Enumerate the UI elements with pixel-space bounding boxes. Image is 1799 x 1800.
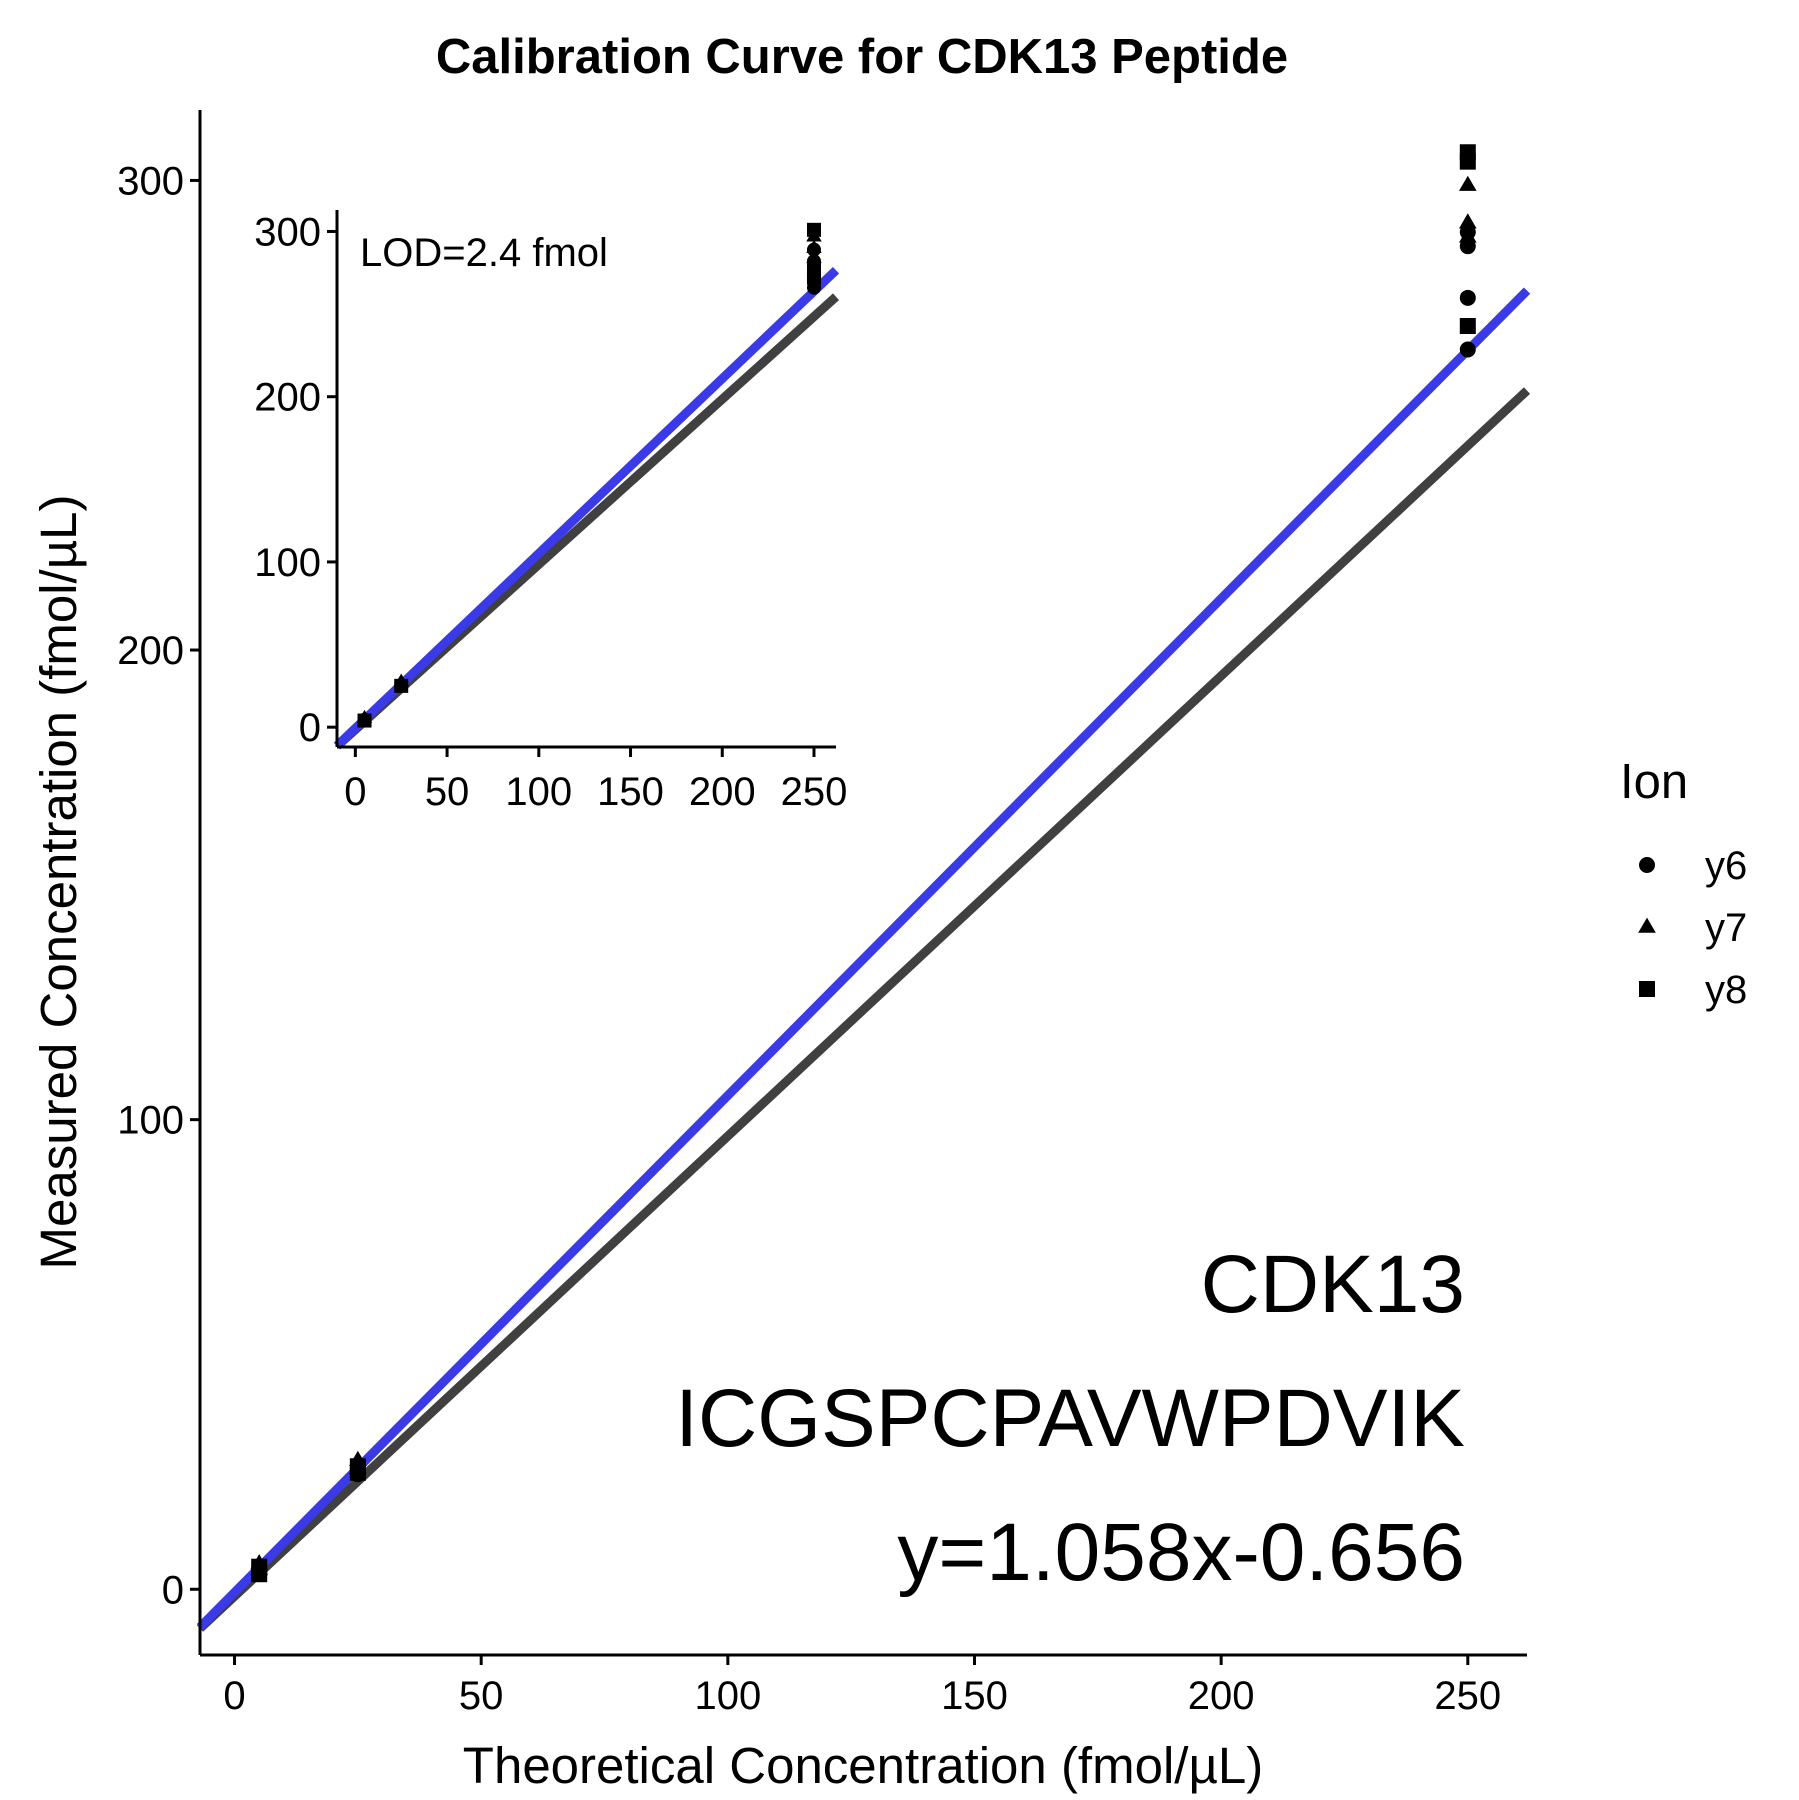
main-point-y8 (349, 1458, 366, 1475)
legend-key-y8 (1639, 981, 1655, 997)
legend-title: Ion (1620, 755, 1688, 809)
main-point-y7 (1458, 213, 1477, 229)
chart-title: Calibration Curve for CDK13 Peptide (436, 30, 1288, 84)
inset-x-tick-label: 200 (689, 770, 756, 814)
main-x-tick-label: 100 (694, 1674, 761, 1718)
x-axis-title: Theoretical Concentration (fmol/µL) (463, 1737, 1263, 1794)
inset-point-y8 (357, 713, 372, 728)
legend-key-y6 (1639, 857, 1655, 873)
legend: Ion y6 y7 y8 (1620, 755, 1747, 1012)
inset-y-tick-label: 300 (254, 210, 321, 254)
main-y-tick-label: 300 (117, 159, 184, 203)
main-data-points (250, 144, 1477, 1583)
inset-x-tick-label: 150 (597, 770, 664, 814)
legend-items: y6 y7 y8 (1638, 844, 1747, 1012)
main-y-tick-label: 100 (117, 1099, 184, 1143)
inset-x-tick-label: 50 (425, 770, 470, 814)
inset-y-ticks: 0 100 200 300 (254, 210, 337, 750)
inset-point-y8 (806, 270, 821, 285)
main-point-y8 (1459, 153, 1476, 170)
main-plot: 0 50 100 150 200 250 0 100 200 300 Theoretical C… (30, 110, 1531, 1794)
main-y-tick-label: 0 (162, 1568, 184, 1612)
main-fit-line (196, 287, 1531, 1631)
inset-data-points (356, 222, 822, 728)
inset-regression-lines (333, 266, 840, 750)
inset-y-tick-label: 200 (254, 376, 321, 420)
inset-x-ticks: 0 50 100 150 200 250 (344, 747, 847, 814)
lod-annotation: LOD=2.4 fmol (360, 231, 608, 275)
main-point-y8 (1459, 318, 1476, 335)
main-point-y8 (251, 1558, 268, 1575)
inset-point-y7 (806, 239, 822, 254)
regression-equation-annotation: y=1.058x-0.656 (897, 1507, 1465, 1598)
inset-y-tick-label: 100 (254, 541, 321, 585)
legend-label-y8: y8 (1705, 968, 1747, 1012)
main-point-y6 (1459, 289, 1476, 306)
inset-fit-line (333, 266, 840, 749)
legend-label-y6: y6 (1705, 844, 1747, 888)
inset-point-y8 (806, 222, 821, 237)
legend-key-y7 (1638, 917, 1656, 933)
main-x-tick-label: 0 (223, 1674, 245, 1718)
inset-plot: 0 50 100 150 200 250 0 100 200 300 LOD=2.4 fmol (254, 210, 847, 814)
inset-x-tick-label: 250 (781, 770, 848, 814)
main-y-ticks: 0 100 200 300 (117, 159, 200, 1612)
main-x-tick-label: 250 (1434, 1674, 1501, 1718)
protein-name-annotation: CDK13 (1201, 1239, 1465, 1330)
inset-x-tick-label: 100 (505, 770, 572, 814)
inset-point-y7 (806, 249, 822, 263)
main-point-y7 (1458, 227, 1477, 243)
main-regression-lines (196, 287, 1531, 1632)
main-reference-line (196, 387, 1531, 1632)
main-point-y7 (1458, 175, 1477, 191)
peptide-sequence-annotation: ICGSPCPAVWPDVIK (675, 1373, 1465, 1464)
main-x-tick-label: 150 (941, 1674, 1008, 1718)
main-x-ticks: 0 50 100 150 200 250 (223, 1655, 1501, 1718)
main-y-tick-label: 200 (117, 629, 184, 673)
main-x-tick-label: 200 (1188, 1674, 1255, 1718)
main-x-tick-label: 50 (459, 1674, 504, 1718)
main-point-y6 (1459, 341, 1476, 358)
y-axis-title: Measured Concentration (fmol/µL) (30, 495, 87, 1270)
inset-point-y8 (394, 678, 409, 693)
inset-x-tick-label: 0 (344, 770, 366, 814)
inset-y-tick-label: 0 (299, 706, 321, 750)
legend-label-y7: y7 (1705, 906, 1747, 950)
